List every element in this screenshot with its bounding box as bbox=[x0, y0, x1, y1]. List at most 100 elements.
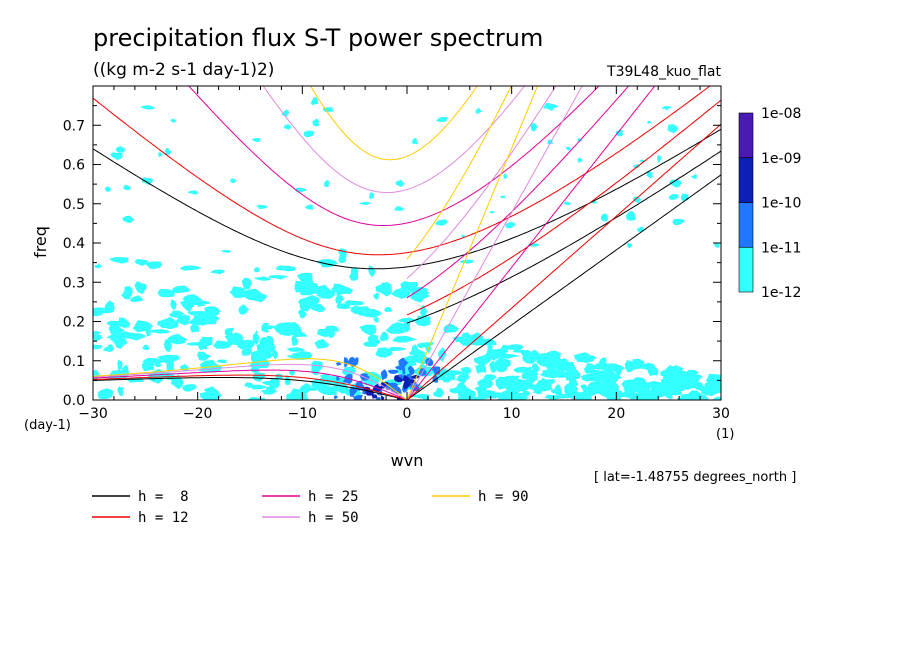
shade-speck-1e-12 bbox=[543, 102, 559, 112]
shade-cell-1e-12 bbox=[388, 346, 406, 352]
shade-cell-1e-12 bbox=[286, 347, 306, 352]
shade-cell-1e-11 bbox=[380, 369, 388, 381]
shade-cell-1e-12 bbox=[544, 356, 553, 368]
colorbar: 1e-12 1e-11 1e-10 1e-09 1e-08 bbox=[738, 106, 801, 301]
shade-cell-1e-12 bbox=[586, 394, 592, 400]
mrg-curve-h12 bbox=[406, 99, 721, 316]
mrg-curve-h50 bbox=[406, 86, 557, 279]
shade-cell-1e-12 bbox=[232, 286, 246, 294]
rossby-curve-h12 bbox=[93, 374, 408, 400]
colorbar-label: 1e-10 bbox=[761, 196, 801, 212]
shade-cell-1e-12 bbox=[540, 377, 548, 387]
shade-cell-1e-12 bbox=[153, 362, 162, 368]
shade-cell-1e-12 bbox=[513, 366, 535, 374]
shade-speck-1e-12 bbox=[714, 242, 720, 249]
shade-cell-1e-12 bbox=[182, 384, 197, 392]
shade-cell-1e-12 bbox=[606, 389, 618, 400]
shade-speck-1e-12 bbox=[220, 249, 231, 253]
y-tick-label: 0.0 bbox=[63, 393, 85, 409]
shade-speck-1e-12 bbox=[230, 178, 237, 184]
shade-cell-1e-12 bbox=[634, 381, 651, 398]
shade-cell-1e-12 bbox=[141, 357, 163, 364]
shade-cell-1e-12 bbox=[542, 368, 562, 375]
x-tick-label: 30 bbox=[712, 406, 730, 422]
shade-cell-1e-12 bbox=[433, 390, 444, 398]
shade-speck-1e-12 bbox=[627, 242, 633, 249]
shade-cell-1e-10 bbox=[402, 375, 410, 384]
shade-cell-1e-12 bbox=[282, 322, 302, 336]
colorbar-label: 1e-08 bbox=[761, 106, 801, 122]
shade-speck-1e-12 bbox=[123, 184, 131, 191]
x-tick-label: −10 bbox=[288, 406, 318, 422]
shade-cell-1e-12 bbox=[650, 390, 668, 398]
shade-cell-1e-12 bbox=[497, 359, 508, 366]
colorbar-swatch bbox=[738, 112, 754, 159]
y-tick-label: 0.1 bbox=[63, 354, 85, 370]
y-tick-label: 0.3 bbox=[63, 275, 85, 291]
y-tick-label: 0.7 bbox=[63, 118, 85, 134]
shade-cell-1e-12 bbox=[351, 306, 371, 313]
shade-cell-1e-12 bbox=[168, 310, 184, 318]
shade-cell-1e-12 bbox=[379, 331, 389, 342]
shade-cell-1e-12 bbox=[368, 334, 379, 344]
shade-speck-1e-12 bbox=[122, 215, 134, 224]
shade-cell-1e-12 bbox=[607, 378, 618, 383]
shade-cell-1e-12 bbox=[392, 335, 417, 343]
shade-speck-1e-12 bbox=[395, 179, 404, 187]
shade-cell-1e-11 bbox=[355, 380, 363, 391]
shade-cell-1e-12 bbox=[701, 389, 721, 397]
shade-cell-1e-12 bbox=[619, 391, 642, 400]
shade-cell-1e-10 bbox=[380, 395, 385, 400]
shade-speck-1e-12 bbox=[528, 243, 540, 247]
shade-cell-1e-12 bbox=[344, 300, 365, 306]
shade-speck-1e-12 bbox=[115, 146, 125, 153]
shade-cell-1e-12 bbox=[512, 348, 526, 353]
shade-cell-1e-12 bbox=[459, 332, 472, 347]
shade-speck-1e-12 bbox=[460, 259, 475, 264]
rossby-curve-h25 bbox=[93, 369, 408, 400]
shade-cell-1e-12 bbox=[134, 281, 147, 295]
shade-cell-1e-12 bbox=[456, 372, 470, 384]
shade-cell-1e-12 bbox=[93, 307, 109, 315]
shade-speck-1e-12 bbox=[281, 109, 290, 118]
shade-cell-1e-12 bbox=[123, 332, 147, 341]
shade-cell-1e-11 bbox=[336, 376, 340, 382]
shade-speck-1e-12 bbox=[295, 187, 307, 193]
shade-speck-1e-12 bbox=[338, 248, 347, 256]
shade-cell-1e-12 bbox=[170, 300, 177, 311]
shade-cell-1e-12 bbox=[447, 370, 455, 381]
shade-cell-1e-12 bbox=[686, 369, 699, 377]
shade-cell-1e-12 bbox=[236, 339, 255, 350]
shade-cell-1e-12 bbox=[497, 396, 515, 400]
shade-cell-1e-12 bbox=[145, 326, 151, 337]
shade-cell-1e-12 bbox=[203, 386, 219, 395]
shade-speck-1e-12 bbox=[283, 124, 292, 130]
shade-speck-1e-12 bbox=[565, 146, 571, 151]
shade-cell-1e-12 bbox=[637, 362, 656, 371]
shade-cell-1e-12 bbox=[375, 347, 393, 358]
shade-cell-1e-12 bbox=[594, 362, 609, 370]
ig-n1-curve-h50 bbox=[262, 86, 526, 193]
shade-cell-1e-12 bbox=[256, 340, 276, 355]
shade-cell-1e-12 bbox=[666, 394, 673, 400]
shade-cell-1e-12 bbox=[443, 323, 460, 334]
shade-speck-1e-12 bbox=[251, 138, 261, 143]
shade-cell-1e-12 bbox=[253, 276, 272, 281]
mrg-curve-h90 bbox=[406, 86, 512, 260]
shade-cell-1e-11 bbox=[394, 365, 404, 371]
shade-cell-1e-12 bbox=[157, 289, 176, 298]
shade-cell-1e-12 bbox=[241, 277, 252, 290]
shade-cell-1e-11 bbox=[347, 356, 356, 368]
shade-speck-1e-12 bbox=[600, 213, 608, 222]
shade-cell-1e-11 bbox=[387, 369, 399, 374]
shade-speck-1e-12 bbox=[303, 130, 315, 138]
y-tick-label: 0.5 bbox=[63, 197, 85, 213]
shade-cell-1e-10 bbox=[402, 380, 411, 390]
shade-speck-1e-12 bbox=[677, 220, 683, 225]
shade-cell-1e-12 bbox=[483, 374, 497, 382]
x-tick-label: 10 bbox=[503, 406, 521, 422]
kelvin-curve-h90 bbox=[406, 86, 539, 400]
shade-cell-1e-12 bbox=[97, 388, 113, 400]
shade-cell-1e-12 bbox=[489, 360, 497, 373]
